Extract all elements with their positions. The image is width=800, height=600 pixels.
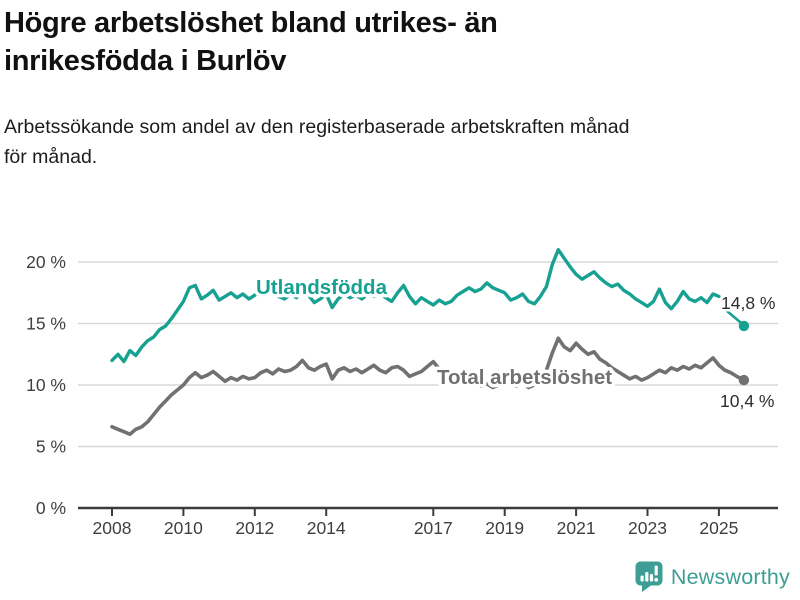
x-axis-tick-label: 2025 [699,518,738,538]
x-axis-tick-label: 2021 [557,518,596,538]
x-axis-tick-label: 2010 [164,518,203,538]
series-label-utlandsfodda: Utlandsfödda [256,276,388,299]
series-label-total: Total arbetslöshet [437,366,612,389]
y-axis-tick-label: 10 % [26,375,66,395]
brand-wordmark: Newsworthy [670,564,790,589]
x-axis-tick-label: 2012 [235,518,274,538]
end-value-label-utlandsfodda: 14,8 % [721,293,775,313]
end-value-connector [725,309,742,324]
y-axis-tick-label: 20 % [26,252,66,272]
x-axis-tick-label: 2023 [628,518,667,538]
chart-subtitle-line1: Arbetssökande som andel av den registerb… [4,116,630,138]
series-line-utlandsfodda [110,247,721,364]
end-value-label-total: 10,4 % [720,391,774,411]
y-axis-tick-label: 0 % [36,498,66,518]
x-axis-tick-label: 2017 [414,518,453,538]
newsworthy-chart-bubble-icon [635,561,663,592]
end-dot-utlandsfodda [738,320,750,332]
series-line-total [110,336,746,437]
end-dot-total [738,374,750,386]
newsworthy-branding: Newsworthy [635,561,790,593]
x-axis-tick-label: 2014 [307,518,346,538]
chart-subtitle-line2: för månad. [4,146,98,168]
x-axis-tick-label: 2008 [93,518,132,538]
y-axis-tick-label: 5 % [36,437,66,457]
page-title-line1: Högre arbetslöshet bland utrikes- än [4,7,498,39]
y-axis-tick-label: 15 % [26,314,66,334]
chart-subtitle: Arbetssökande som andel av den registerb… [4,112,784,172]
logo-bars-and-exclamation [640,565,659,582]
page-title: Högre arbetslöshet bland utrikes- än inr… [4,4,784,80]
page-title-line2: inrikesfödda i Burlöv [4,45,287,77]
x-axis-tick-label: 2019 [485,518,524,538]
